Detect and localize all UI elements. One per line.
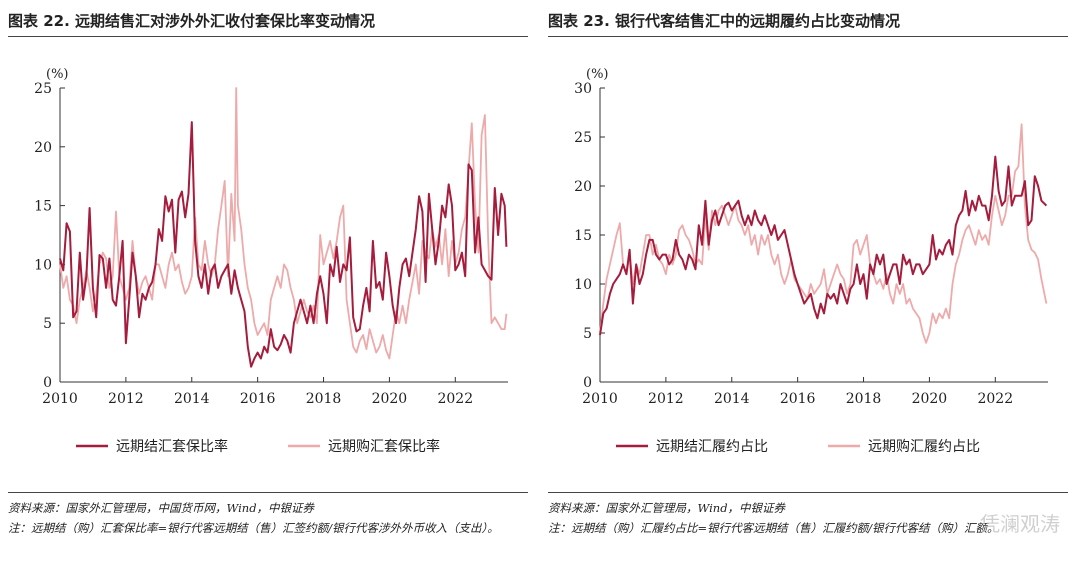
note-text: 注：远期结（购）汇套保比率=银行代客远期结（售）汇签约额/银行代客涉外外币收入（… [8,521,499,535]
y-tick-label: 30 [574,81,592,97]
source-text: 资料来源：国家外汇管理局，中国货币网，Wind，中银证券 [8,501,315,515]
y-tick-label: 10 [34,257,52,273]
note-text: 注：远期结（购）汇履约占比=银行代客远期结（售）汇履约额/银行代客结（购）汇额。 [548,521,999,535]
line-chart: (%) 0 5 10 15 20 25 2010 2012 2014 2016 2018 2020 202… [34,67,508,455]
y-tick-label: 25 [574,130,592,146]
source-text: 资料来源：国家外汇管理局，Wind，中银证券 [548,501,786,515]
x-tick-label: 2018 [846,391,882,407]
unit-label: (%) [586,67,609,82]
x-tick-label: 2010 [42,391,78,407]
y-tick-label: 25 [34,81,52,97]
unit-label: (%) [46,67,69,82]
title-rule [8,36,528,37]
x-tick-label: 2014 [714,391,750,407]
x-tick-label: 2016 [780,391,816,407]
y-tick-label: 5 [43,316,52,332]
y-tick-label: 15 [574,228,592,244]
y-tick-label: 15 [34,199,52,215]
legend-label: 远期购汇履约占比 [868,439,980,455]
chart-title: 图表 22. 远期结售汇对涉外外汇收付套保比率变动情况 [8,12,376,30]
series-line [599,123,1048,344]
title-rule [548,36,1068,37]
x-tick-label: 2012 [108,391,144,407]
y-tick-label: 20 [574,179,592,195]
series-line [599,155,1048,336]
chart-panel-left: 图表 22. 远期结售汇对涉外外汇收付套保比率变动情况 (%) 0 5 10 15 20 2… [8,0,528,570]
chart-panel-right: 图表 23. 银行代客结售汇中的远期履约占比变动情况 (%) 0 5 10 15 20 25… [548,0,1068,570]
x-tick-label: 2010 [582,391,618,407]
x-tick-label: 2014 [174,391,210,407]
legend-label: 远期结汇履约占比 [656,439,768,455]
x-tick-label: 2022 [437,391,473,407]
y-tick-label: 0 [583,375,592,391]
y-tick-label: 5 [583,326,592,342]
x-tick-label: 2018 [306,391,342,407]
x-tick-label: 2020 [372,391,408,407]
series-line [59,121,508,368]
x-tick-label: 2020 [912,391,948,407]
source-rule [8,492,528,493]
y-tick-label: 0 [43,375,52,391]
watermark: 凭澜观涛 [980,512,1060,536]
legend-label: 远期结汇套保比率 [116,438,228,455]
x-tick-label: 2022 [977,391,1013,407]
x-tick-label: 2016 [240,391,276,407]
x-tick-label: 2012 [648,391,684,407]
source-rule [548,492,1068,493]
y-tick-label: 20 [34,140,52,156]
line-chart: (%) 0 5 10 15 20 25 30 2010 2012 2014 2016 2018 2020 2… [574,67,1048,455]
legend-label: 远期购汇套保比率 [328,438,440,455]
chart-title: 图表 23. 银行代客结售汇中的远期履约占比变动情况 [548,12,901,30]
y-tick-label: 10 [574,277,592,293]
